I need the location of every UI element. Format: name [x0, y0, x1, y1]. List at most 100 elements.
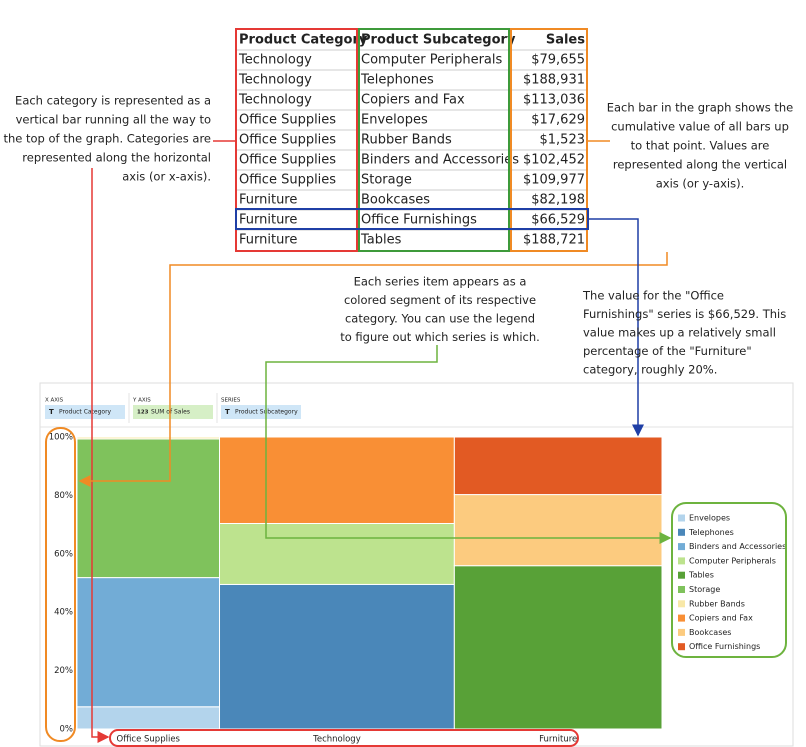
- y-tick-label: 20%: [54, 666, 73, 676]
- x-tick-label: Technology: [312, 735, 361, 745]
- shelf-field: Product Category: [59, 409, 112, 416]
- segment: [76, 577, 221, 708]
- plot: 0% 20% 40% 60% 80% 100% Office Supplies Technol…: [49, 433, 663, 745]
- table-cell: $188,931: [523, 73, 585, 88]
- segment: [219, 436, 455, 524]
- annotation-text: vertical bar running all the way to: [16, 113, 211, 127]
- y-tick-label: 40%: [54, 608, 73, 618]
- table-cell: Office Supplies: [239, 113, 336, 128]
- annotation-text: The value for the "Office: [582, 289, 724, 303]
- segment: [76, 706, 221, 730]
- y-axis-frame: [45, 427, 76, 742]
- table-cell: Technology: [238, 93, 312, 108]
- legend-swatch: [678, 614, 685, 622]
- table-cell: Binders and Accessories: [361, 153, 519, 168]
- table-cell: Bookcases: [361, 193, 430, 208]
- table-cell: Furniture: [239, 233, 297, 248]
- table-cell: $102,452: [523, 153, 585, 168]
- shelf-icon: T: [49, 408, 54, 416]
- table-cell: Office Supplies: [239, 133, 336, 148]
- table-cell: $1,523: [540, 133, 586, 148]
- table-cell: $17,629: [531, 113, 585, 128]
- segment: [453, 565, 663, 730]
- annotation-text: Each category is represented as a: [15, 94, 211, 108]
- table-cell: Furniture: [239, 213, 297, 228]
- subcategory-frame: [358, 28, 510, 252]
- table-cell: $79,655: [531, 53, 585, 68]
- table-cell: $66,529: [531, 213, 585, 228]
- connector: [78, 252, 668, 487]
- legend-label: Binders and Accessories: [689, 542, 786, 551]
- y-tick-label: 0%: [60, 725, 74, 735]
- table-cell: Computer Peripherals: [361, 53, 503, 68]
- table-cell: $188,721: [523, 233, 585, 248]
- table-cell: $109,977: [523, 173, 585, 188]
- annotation-text: Each bar in the graph shows the: [607, 101, 794, 115]
- legend: Envelopes Telephones Binders and Accessori…: [678, 514, 786, 651]
- annotation-text: axis (or y-axis).: [656, 177, 745, 191]
- table-cell: Tables: [360, 233, 402, 248]
- shelf-pill: [45, 405, 125, 419]
- legend-label: Bookcases: [689, 628, 731, 637]
- legend-swatch: [678, 543, 685, 551]
- shelf-pill: [221, 405, 301, 419]
- table-cell: $82,198: [531, 193, 585, 208]
- y-tick-label: 60%: [54, 549, 73, 559]
- annotation-text: category, roughly 20%.: [583, 363, 717, 377]
- legend-swatch: [678, 571, 685, 579]
- shelf-title: Y AXIS: [132, 398, 151, 404]
- legend-label: Envelopes: [689, 514, 730, 523]
- connector: [265, 345, 672, 544]
- annotation-text: Each series item appears as a: [354, 275, 527, 289]
- annotation-text: cumulative value of all bars up: [611, 120, 789, 134]
- table-cell: Office Furnishings: [361, 213, 477, 228]
- shelf-title: X AXIS: [45, 398, 64, 404]
- shelf-pill: [133, 405, 213, 419]
- legend-swatch: [678, 514, 685, 522]
- table-cell: Copiers and Fax: [361, 93, 465, 108]
- table-cell: Envelopes: [361, 113, 428, 128]
- legend-label: Copiers and Fax: [689, 614, 753, 623]
- segment: [76, 438, 221, 579]
- legend-label: Storage: [689, 585, 720, 594]
- segment: [219, 583, 455, 730]
- table-cell: Office Supplies: [239, 173, 336, 188]
- legend-swatch: [678, 628, 685, 636]
- shelf-title: SERIES: [221, 398, 241, 404]
- annotation-text: Furnishings" series is $66,529. This: [583, 307, 786, 321]
- x-tick-label: Furniture: [539, 735, 577, 745]
- x-axis-frame: [109, 729, 579, 747]
- annotation-text: colored segment of its respective: [344, 293, 536, 307]
- y-tick-label: 100%: [49, 433, 73, 443]
- legend-swatch: [678, 528, 685, 536]
- connector: [91, 168, 110, 743]
- legend-label: Computer Peripherals: [689, 556, 776, 565]
- segment: [453, 494, 663, 567]
- table-header: Product Subcategory: [361, 33, 516, 48]
- table-cell: Technology: [238, 53, 312, 68]
- legend-label: Tables: [688, 571, 714, 580]
- table-header: Product Category: [239, 33, 368, 48]
- table-header: Sales: [546, 33, 585, 48]
- legend-label: Telephones: [688, 528, 734, 537]
- legend-swatch: [678, 557, 685, 565]
- legend-label: Rubber Bands: [689, 599, 745, 608]
- table-cell: Storage: [361, 173, 412, 188]
- annotation-text: to figure out which series is which.: [340, 330, 540, 344]
- category-frame: [235, 28, 358, 252]
- annotations: Each category is represented as a vertica…: [3, 94, 793, 377]
- y-tick-label: 80%: [54, 491, 73, 501]
- table-cell: Technology: [238, 73, 312, 88]
- legend-frame: [671, 502, 787, 658]
- table-cell: $113,036: [523, 93, 585, 108]
- annotation-text: category. You can use the legend: [345, 312, 535, 326]
- annotation-text: to that point. Values are: [631, 139, 770, 153]
- legend-swatch: [678, 643, 685, 651]
- annotation-text: represented along the horizontal: [22, 151, 211, 165]
- annotation-text: axis (or x-axis).: [122, 170, 211, 184]
- segment: [76, 436, 221, 440]
- table-cell: Furniture: [239, 193, 297, 208]
